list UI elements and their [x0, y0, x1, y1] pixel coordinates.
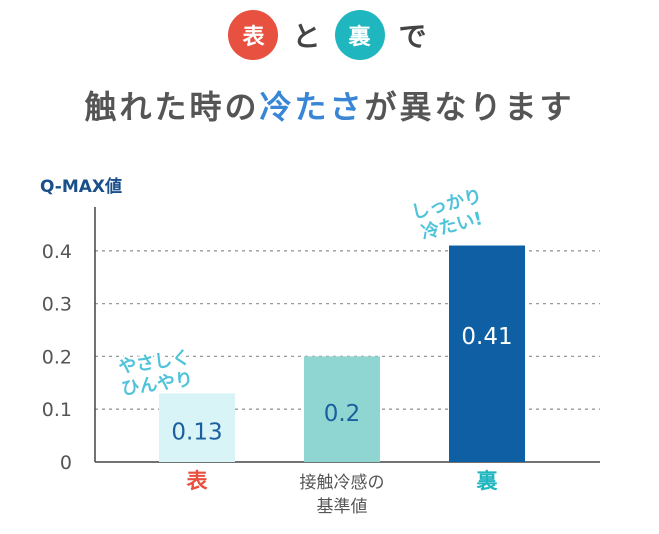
x-tick-label: 基準値 [317, 497, 368, 517]
joiner-to: と [292, 20, 321, 53]
bar-value-label: 0.41 [461, 324, 512, 350]
y-tick-label: 0.1 [42, 399, 72, 421]
bar-value-label: 0.13 [171, 420, 222, 446]
x-tick-label: 接触冷感の [300, 473, 385, 493]
headline-post: が異なります [364, 88, 575, 126]
x-tick-label: 表 [187, 469, 209, 493]
bar [304, 356, 380, 462]
y-tick-label: 0.2 [42, 346, 72, 368]
header-line-1: 表 と 裏 で [0, 10, 659, 60]
headline-highlight: 冷たさ [259, 88, 365, 126]
front-badge: 表 [228, 10, 279, 60]
bar-value-label: 0.2 [324, 401, 361, 427]
headline: 触れた時の冷たさが異なります [0, 82, 659, 128]
y-tick-label: 0.3 [42, 294, 72, 316]
headline-pre: 触れた時の [84, 88, 260, 126]
back-badge: 裏 [334, 10, 385, 60]
x-tick-label: 裏 [476, 469, 499, 493]
bar [159, 393, 235, 462]
bar [449, 245, 525, 462]
y-tick-label: 0 [60, 452, 72, 474]
y-axis-label: Q-MAX値 [40, 176, 122, 197]
joiner-de: で [398, 20, 427, 53]
y-tick-label: 0.4 [42, 241, 72, 263]
header: 表 と 裏 で 触れた時の冷たさが異なります [0, 10, 659, 128]
